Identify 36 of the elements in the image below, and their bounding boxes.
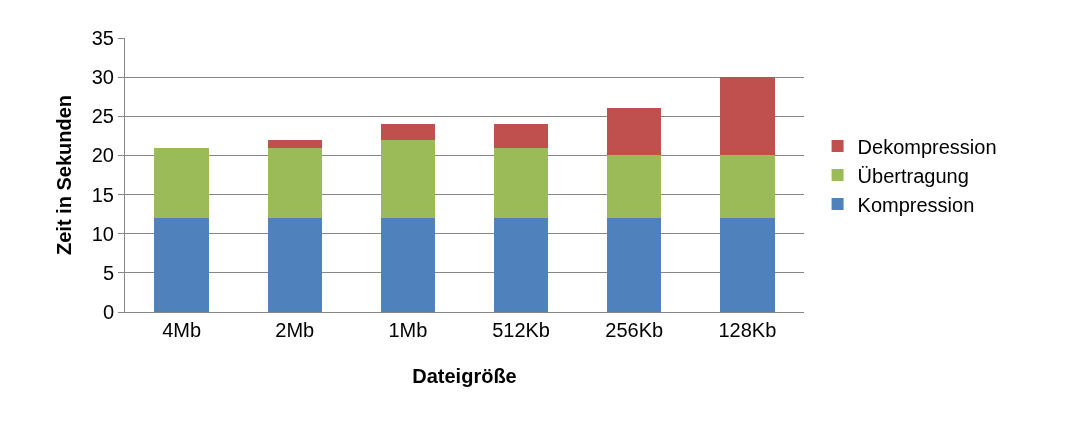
legend-label: Übertragung <box>857 164 969 187</box>
bar <box>607 218 662 312</box>
y-tick-label: 10 <box>91 222 114 245</box>
y-tick-label: 20 <box>91 144 114 167</box>
bar <box>380 218 436 312</box>
y-tick-label: 30 <box>91 66 114 89</box>
y-tick-label: 35 <box>91 27 114 49</box>
x-axis-title: Dateigröße <box>412 364 517 387</box>
x-tick-label: 256Kb <box>605 319 664 341</box>
x-tick-label: 4Mb <box>162 319 202 341</box>
legend-label: Kompression <box>857 193 975 216</box>
bar <box>154 218 209 312</box>
bar <box>154 147 209 219</box>
bar <box>607 108 662 156</box>
bar <box>493 147 549 219</box>
bar <box>267 139 322 148</box>
x-tick-label: 128Kb <box>718 319 777 341</box>
bar <box>607 155 662 219</box>
bar <box>493 218 549 312</box>
bar <box>720 77 775 156</box>
x-tick-label: 2Mb <box>275 319 315 341</box>
bar <box>720 218 775 312</box>
legend-label: Dekompression <box>857 135 997 158</box>
bar <box>267 218 322 312</box>
bar <box>267 147 322 219</box>
bar <box>493 124 549 148</box>
x-tick-label: 1Mb <box>388 319 428 341</box>
x-tick-label: 512Kb <box>492 319 550 341</box>
bar <box>380 124 436 140</box>
y-tick-label: 5 <box>102 261 114 284</box>
y-tick-label: 15 <box>91 183 114 206</box>
bar <box>380 139 436 219</box>
bar <box>720 155 775 219</box>
y-tick-label: 0 <box>102 301 114 323</box>
y-axis-title: Zeit in Sekunden <box>53 94 76 256</box>
y-tick-label: 25 <box>91 105 114 128</box>
